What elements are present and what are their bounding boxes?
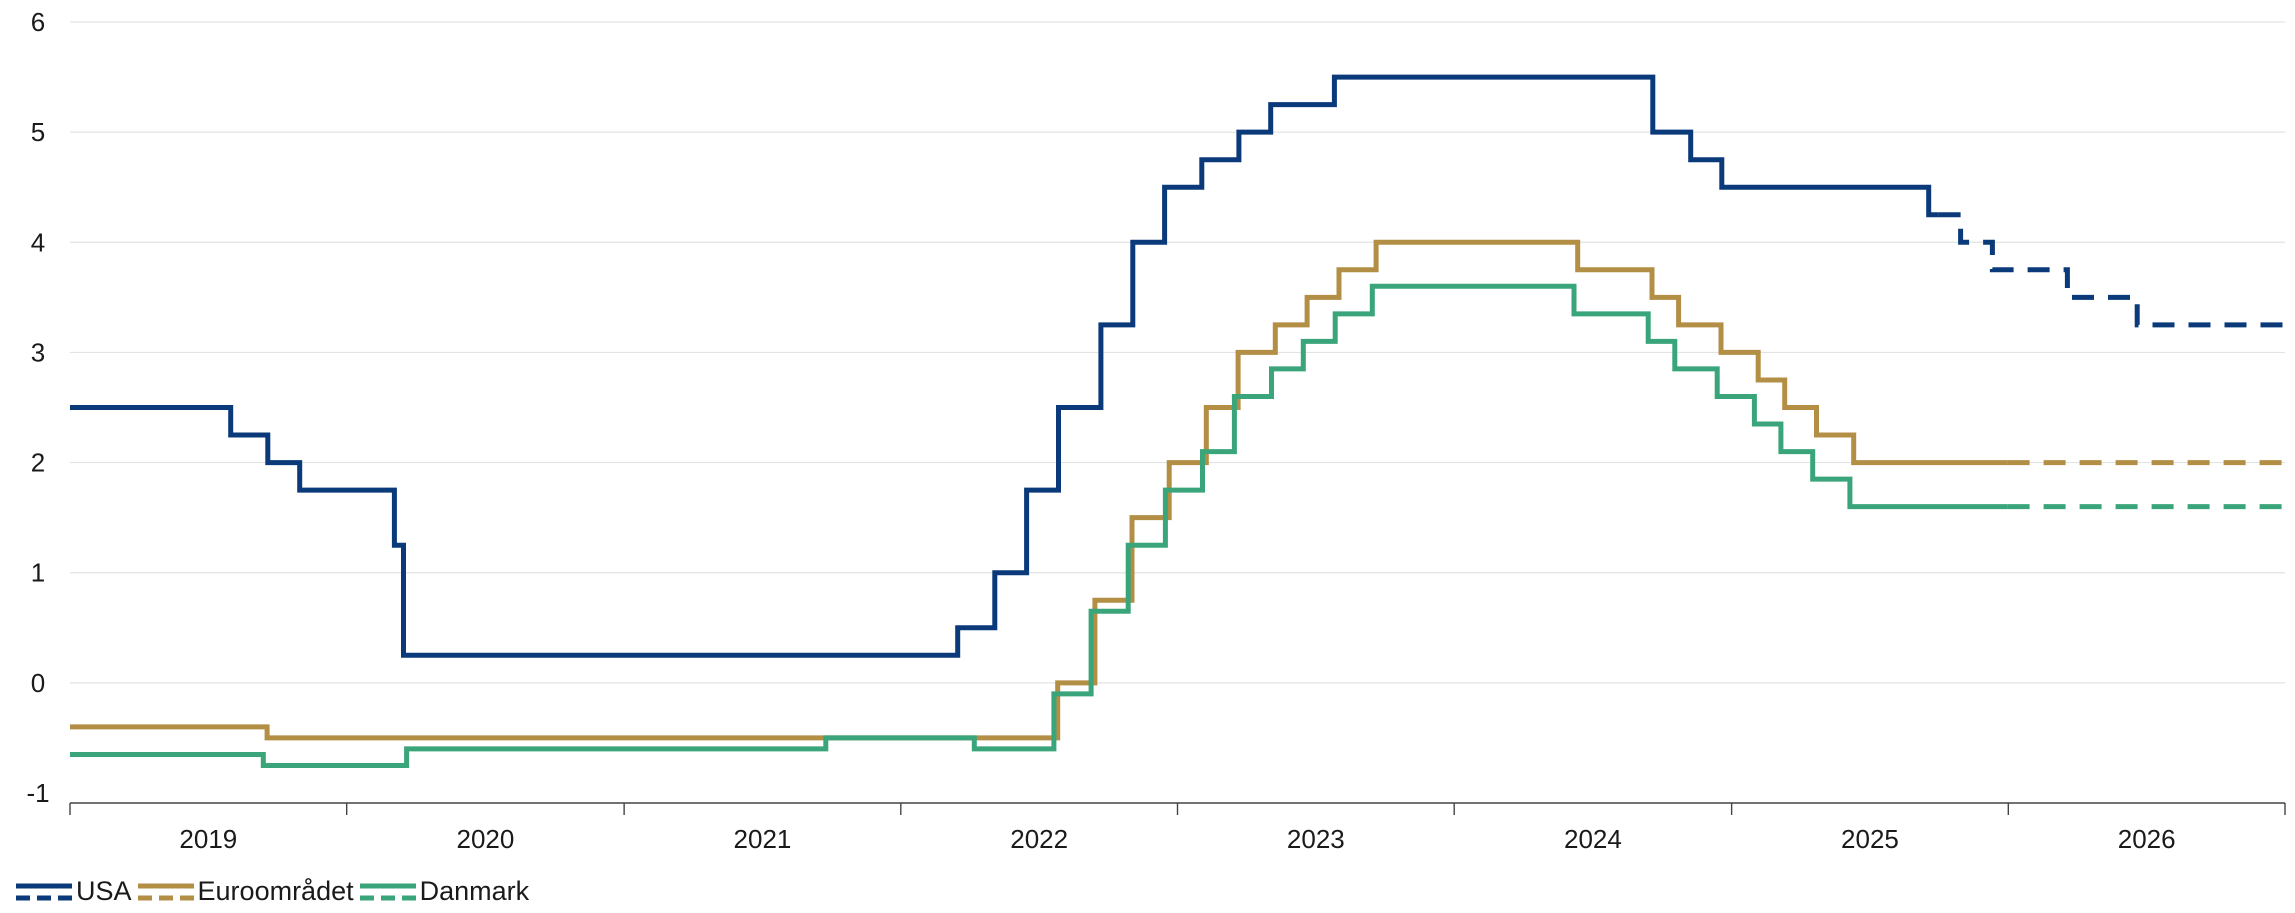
x-tick-label: 2023	[1287, 824, 1345, 854]
legend-swatch	[359, 883, 416, 900]
y-tick-label: 2	[31, 448, 45, 478]
y-tick-label: 1	[31, 558, 45, 588]
y-tick-label: 6	[31, 7, 45, 37]
legend-label: USA	[76, 876, 132, 906]
x-tick-label: 2020	[456, 824, 514, 854]
legend-item-usa: USA	[14, 876, 132, 907]
series-forecast-usa	[1938, 212, 2285, 328]
legend-label: Euroområdet	[197, 876, 354, 906]
legend-swatch	[16, 883, 72, 900]
x-tick-label: 2021	[734, 824, 792, 854]
x-tick-label: 2022	[1010, 824, 1068, 854]
x-tick-label: 2024	[1564, 824, 1622, 854]
series-line-danmark	[70, 283, 2008, 768]
series-line-usa	[70, 74, 1939, 658]
legend: USA Euroområdet Danmark	[14, 876, 533, 907]
series-line-euroomradet	[70, 239, 2008, 741]
legend-item-euroomradet: Euroområdet	[136, 876, 354, 907]
y-tick-label: 3	[31, 337, 45, 367]
y-tick-label: 5	[31, 117, 45, 147]
y-tick-label: 4	[31, 227, 45, 257]
y-tick-label: 0	[31, 668, 45, 698]
x-axis: 2019 2020 2021 2022 2023 2024 2025 2026	[69, 802, 2286, 854]
x-tick-label: 2025	[1841, 824, 1899, 854]
legend-label: Danmark	[419, 876, 530, 906]
y-tick-label: -1	[26, 778, 49, 808]
x-tick-label: 2026	[2118, 824, 2176, 854]
legend-swatch	[137, 883, 194, 900]
series-lines	[70, 74, 2285, 768]
x-tick-label: 2019	[179, 824, 237, 854]
legend-item-danmark: Danmark	[358, 876, 530, 907]
y-axis-ticks: -1 0 1 2 3 4 5 6	[26, 7, 49, 808]
